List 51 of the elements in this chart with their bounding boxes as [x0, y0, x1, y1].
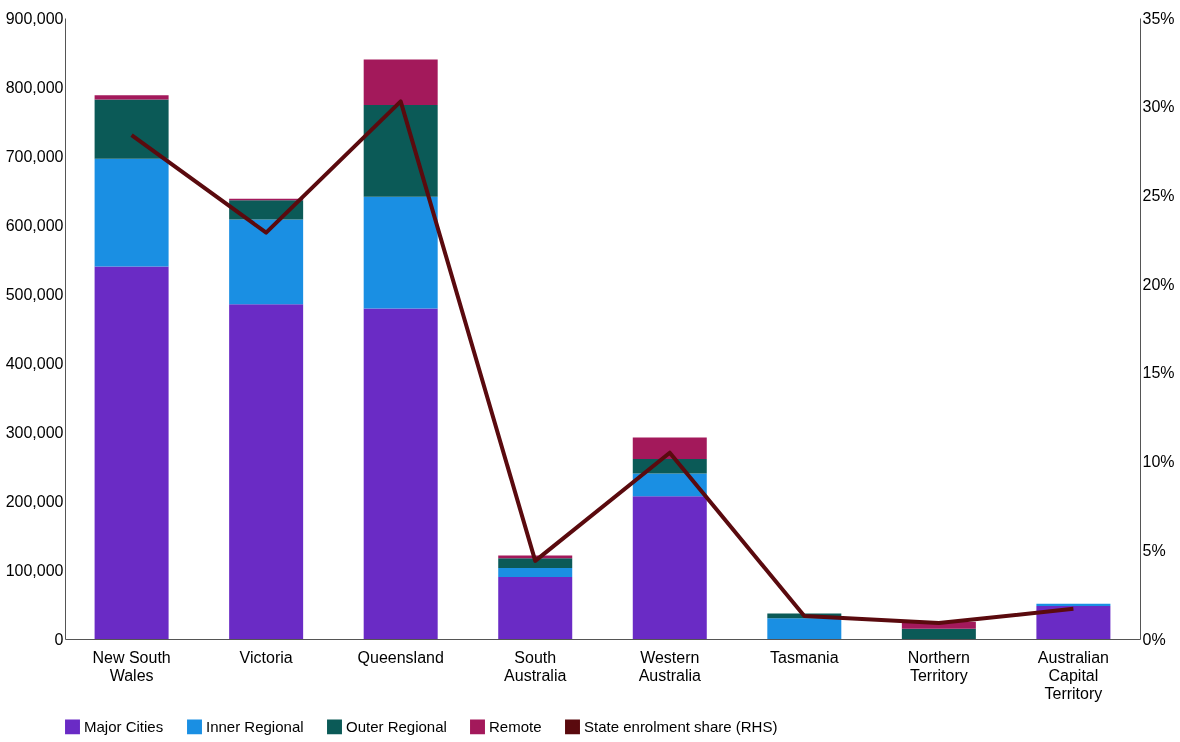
bar	[498, 576, 573, 639]
y2-tick-label: 0%	[1142, 630, 1166, 648]
y-tick-label: 500,000	[5, 285, 64, 303]
bar	[229, 219, 304, 305]
y2-tick-label: 5%	[1142, 541, 1166, 559]
bar	[363, 196, 438, 309]
bar	[767, 618, 842, 639]
y2-tick-label: 30%	[1142, 98, 1175, 116]
bar	[1036, 605, 1111, 639]
y-tick-label: 300,000	[5, 423, 64, 441]
bar	[632, 437, 707, 459]
bar	[632, 496, 707, 639]
legend-label: Major Cities	[84, 717, 164, 735]
bar	[498, 558, 573, 568]
x-tick-label: Tasmania	[770, 648, 839, 666]
bar	[363, 104, 438, 197]
x-tick-label: Western Australia	[638, 648, 701, 684]
legend-label: State enrolment share (RHS)	[584, 717, 778, 735]
y2-tick-label: 25%	[1142, 186, 1175, 204]
y-tick-label: 800,000	[5, 78, 64, 96]
x-tick-label: Queensland	[357, 648, 444, 666]
bar	[901, 628, 976, 639]
x-tick-label: New South Wales	[92, 648, 171, 684]
bar	[498, 567, 573, 577]
y-tick-label: 200,000	[5, 492, 64, 510]
y-tick-label: 900,000	[5, 9, 64, 27]
legend-label: Inner Regional	[206, 717, 304, 735]
y-tick-label: 400,000	[5, 354, 64, 372]
y2-tick-label: 10%	[1142, 453, 1175, 471]
y-tick-label: 700,000	[5, 147, 64, 165]
x-tick-label: Australian Capital Territory	[1037, 648, 1109, 702]
bar	[363, 59, 438, 105]
y-tick-label: 600,000	[5, 216, 64, 234]
y2-tick-label: 35%	[1142, 9, 1175, 27]
y-tick-label: 100,000	[5, 561, 64, 579]
bar	[94, 99, 169, 159]
x-tick-label: South Australia	[504, 648, 567, 684]
x-tick-label: Victoria	[239, 648, 293, 666]
y-tick-label: 0	[54, 630, 64, 648]
x-tick-label: Northern Territory	[907, 648, 970, 684]
line-series	[129, 99, 1076, 626]
bar	[363, 308, 438, 639]
y2-tick-label: 15%	[1142, 364, 1175, 382]
bar	[229, 304, 304, 639]
bar	[94, 158, 169, 267]
bar	[94, 266, 169, 639]
legend-label: Remote	[489, 717, 542, 735]
y2-tick-label: 20%	[1142, 275, 1175, 293]
bar	[1036, 603, 1111, 606]
bar	[94, 95, 169, 100]
legend-label: Outer Regional	[346, 717, 447, 735]
